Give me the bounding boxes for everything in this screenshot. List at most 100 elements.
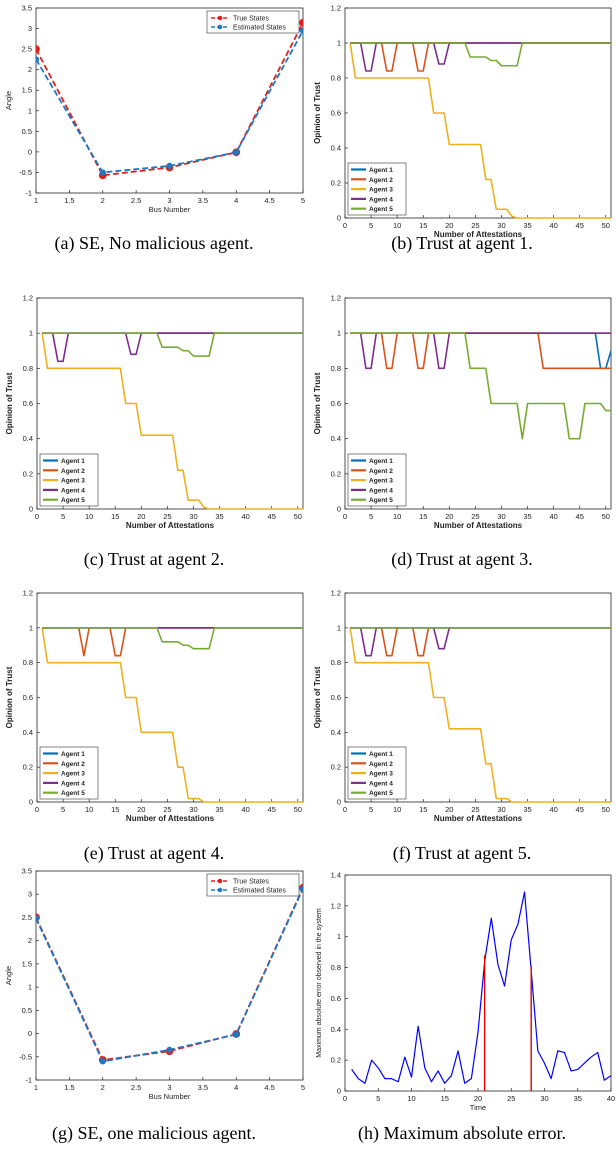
- caption-d: (d) Trust at agent 3.: [391, 549, 533, 569]
- x-tick-label: 40: [241, 805, 249, 814]
- legend-label: Agent 3: [369, 187, 393, 194]
- y-tick-label: 1.2: [331, 589, 341, 598]
- y-tick-label: 1: [337, 623, 341, 632]
- legend-box: [206, 10, 300, 34]
- y-tick-label: 1.5: [22, 959, 32, 968]
- y-tick-label: 0.8: [331, 658, 341, 667]
- x-tick-label: 50: [602, 221, 610, 230]
- legend-label: Estimated States: [233, 25, 286, 32]
- legend-label: Estimated States: [233, 888, 286, 895]
- legend-label: Agent 3: [369, 478, 393, 485]
- x-tick-label: 20: [474, 1094, 482, 1103]
- y-tick-label: 1.2: [331, 901, 341, 910]
- y-tick-label: 0: [337, 214, 341, 223]
- caption-e: (e) Trust at agent 4.: [83, 843, 225, 863]
- x-tick-label: 50: [602, 805, 610, 814]
- legend-label: True States: [233, 16, 269, 23]
- y-tick-label: 0.2: [331, 763, 341, 772]
- legend-label: Agent 4: [61, 487, 85, 494]
- y-tick-label: 1: [29, 623, 33, 632]
- chart-b: 0 5 10 15 20 25 30 35 40 45 50 0 0.2 0.4 0.6 0.8 1 1.2 Num…: [313, 4, 612, 239]
- x-tick-label: 15: [111, 512, 119, 521]
- legend-label: Agent 1: [369, 167, 393, 174]
- x-tick-label: 40: [241, 512, 249, 521]
- x-tick-label: 1: [34, 1083, 38, 1092]
- y-tick-label: 1.5: [22, 86, 32, 95]
- x-tick-label: 1: [34, 196, 38, 205]
- y-tick-label: 0.2: [23, 763, 33, 772]
- y-tick-label: 0.6: [23, 693, 33, 702]
- legend-marker: [217, 887, 223, 893]
- x-tick-label: 5: [369, 221, 373, 230]
- x-tick-label: 0: [343, 221, 347, 230]
- y-tick-label: 3.5: [22, 867, 32, 876]
- x-tick-label: 3.5: [198, 1083, 208, 1092]
- series-line-agent-5: [42, 627, 303, 650]
- y-tick-label: -0.5: [19, 1052, 32, 1061]
- x-tick-label: 35: [523, 805, 531, 814]
- legend-label: Agent 4: [369, 196, 393, 203]
- x-tick-label: 35: [215, 805, 223, 814]
- legend-marker: [217, 15, 223, 21]
- legend-marker: [217, 24, 223, 30]
- x-axis-label: Bus Number: [149, 205, 191, 214]
- x-axis-label: Time: [470, 1103, 486, 1112]
- series-line-agent-3: [41, 627, 303, 803]
- legend-label: Agent 2: [369, 468, 393, 475]
- x-tick-label: 3.5: [198, 196, 208, 205]
- x-tick-label: 45: [576, 221, 584, 230]
- y-tick-label: 0.5: [22, 1006, 32, 1015]
- legend-label: Agent 1: [61, 458, 85, 465]
- chart-panel-c: 0 5 10 15 20 25 30 35 40 45 50 0 0.2 0.4 0.6 0.8 1 1.2 Num…: [0, 285, 308, 569]
- y-tick-label: 0.2: [331, 1056, 341, 1065]
- x-tick-label: 15: [111, 805, 119, 814]
- legend-label: Agent 3: [369, 771, 393, 778]
- x-tick-label: 45: [576, 512, 584, 521]
- x-tick-label: 45: [576, 805, 584, 814]
- series-group: [41, 332, 303, 510]
- y-tick-label: 0.4: [331, 144, 341, 153]
- y-tick-label: 0: [28, 1029, 32, 1038]
- x-tick-label: 2.5: [131, 196, 141, 205]
- y-tick-label: -1: [25, 189, 32, 198]
- x-tick-label: 50: [602, 512, 610, 521]
- x-tick-label: 10: [85, 805, 93, 814]
- chart-g: 1 1.5 2 2.5 3 3.5 4 4.5 5 -1 -0.5 0 0.5 1 1.5 2 2.5 3 3.5 B…: [4, 867, 305, 1102]
- y-tick-label: 2: [28, 936, 32, 945]
- legend-label: Agent 5: [369, 790, 393, 797]
- x-tick-label: 35: [523, 512, 531, 521]
- data-point: [36, 915, 40, 922]
- x-tick-label: 3: [167, 1083, 171, 1092]
- series-line-agent-5: [350, 332, 611, 440]
- caption-g: (g) SE, one malicious agent.: [52, 1123, 256, 1143]
- y-axis-label: Opinion of Trust: [313, 666, 322, 728]
- x-tick-label: 15: [419, 221, 427, 230]
- y-tick-label: 1: [29, 329, 33, 338]
- x-tick-label: 20: [445, 221, 453, 230]
- y-tick-label: 3: [28, 24, 32, 33]
- series-group: [41, 627, 303, 803]
- legend-label: Agent 2: [61, 468, 85, 475]
- chart-panel-f: 0 5 10 15 20 25 30 35 40 45 50 0 0.2 0.4 0.6 0.8 1 1.2 Num…: [308, 580, 616, 863]
- chart-a: 1 1.5 2 2.5 3 3.5 4 4.5 5 -1 -0.5 0 0.5 1 1.5 2 2.5 3 3.5 B…: [4, 4, 305, 215]
- x-axis-label: Number of Attestations: [126, 814, 215, 823]
- legend-box: [206, 873, 300, 897]
- x-tick-label: 5: [61, 512, 65, 521]
- data-point: [36, 56, 40, 63]
- y-tick-label: 3: [28, 890, 32, 899]
- y-tick-label: 2: [28, 65, 32, 74]
- x-tick-label: 10: [393, 805, 401, 814]
- chart-h: 0 5 10 15 20 25 30 35 40 0 0.2 0.4 0.6 0.8 1 1.2 1.4 Time…: [316, 871, 615, 1113]
- y-axis-label: Opinion of Trust: [313, 82, 322, 144]
- x-axis-label: Bus Number: [149, 1092, 191, 1101]
- x-tick-label: 30: [189, 512, 197, 521]
- x-tick-label: 20: [137, 805, 145, 814]
- y-axis-label: Opinion of Trust: [5, 666, 14, 728]
- caption-c: (c) Trust at agent 2.: [83, 549, 225, 569]
- y-tick-label: 1: [337, 932, 341, 941]
- x-tick-label: 25: [163, 512, 171, 521]
- series-line-agent-5: [42, 332, 303, 357]
- x-tick-label: 45: [268, 805, 276, 814]
- x-tick-label: 25: [471, 221, 479, 230]
- plot-area-a: [35, 7, 304, 194]
